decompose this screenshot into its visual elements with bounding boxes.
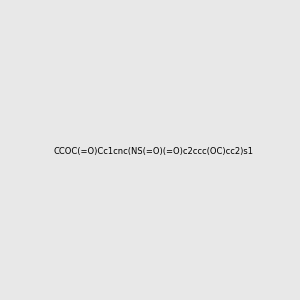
Text: CCOC(=O)Cc1cnc(NS(=O)(=O)c2ccc(OC)cc2)s1: CCOC(=O)Cc1cnc(NS(=O)(=O)c2ccc(OC)cc2)s1 (54, 147, 254, 156)
